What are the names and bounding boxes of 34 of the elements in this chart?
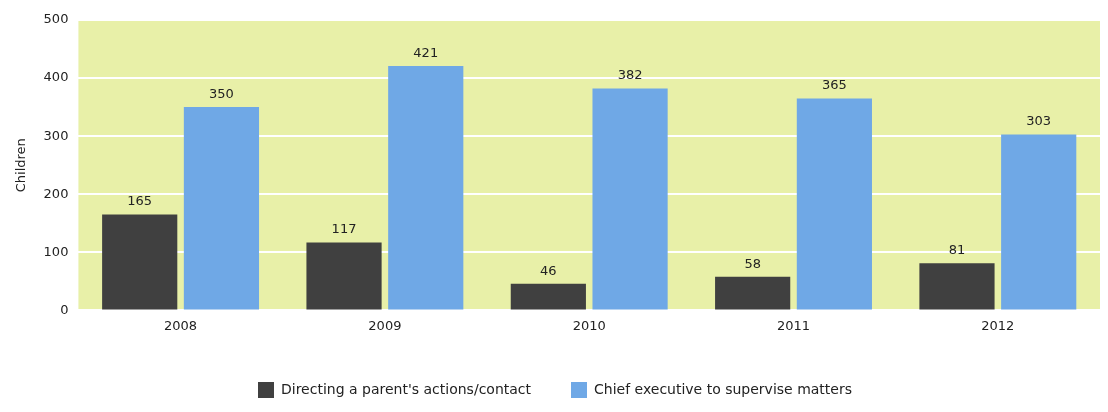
x-tick-label: 2011 <box>776 317 811 333</box>
bar <box>102 214 178 310</box>
legend-label: Directing a parent's actions/contact <box>281 380 532 397</box>
data-label: 382 <box>617 67 643 83</box>
x-tick-label: 2012 <box>981 317 1015 333</box>
y-tick-label: 200 <box>43 185 69 201</box>
legend-label: Chief executive to supervise matters <box>594 380 853 397</box>
data-label: 58 <box>744 255 761 271</box>
bar <box>306 242 382 310</box>
y-tick-label: 500 <box>43 11 69 27</box>
bar <box>592 88 668 310</box>
bar <box>1001 134 1077 310</box>
y-tick-label: 100 <box>43 243 69 259</box>
bar <box>919 263 995 310</box>
data-label: 117 <box>331 221 357 237</box>
y-tick-label: 300 <box>43 127 69 143</box>
y-axis-title: Children <box>13 138 29 193</box>
x-tick-label: 2008 <box>164 317 198 333</box>
y-tick-label: 0 <box>60 301 69 317</box>
x-tick-label: 2009 <box>368 317 402 333</box>
data-label: 350 <box>209 86 234 101</box>
bar <box>183 107 260 310</box>
bar <box>796 98 872 310</box>
bar <box>715 276 791 310</box>
data-label: 165 <box>127 193 153 209</box>
data-label: 46 <box>540 262 557 278</box>
data-label: 81 <box>948 242 966 258</box>
bar <box>510 283 586 310</box>
x-tick-label: 2010 <box>572 317 606 333</box>
data-label: 303 <box>1026 113 1052 129</box>
y-tick-label: 400 <box>43 69 69 85</box>
data-label: 421 <box>413 44 439 60</box>
bar <box>388 65 464 310</box>
data-label: 365 <box>821 77 847 93</box>
